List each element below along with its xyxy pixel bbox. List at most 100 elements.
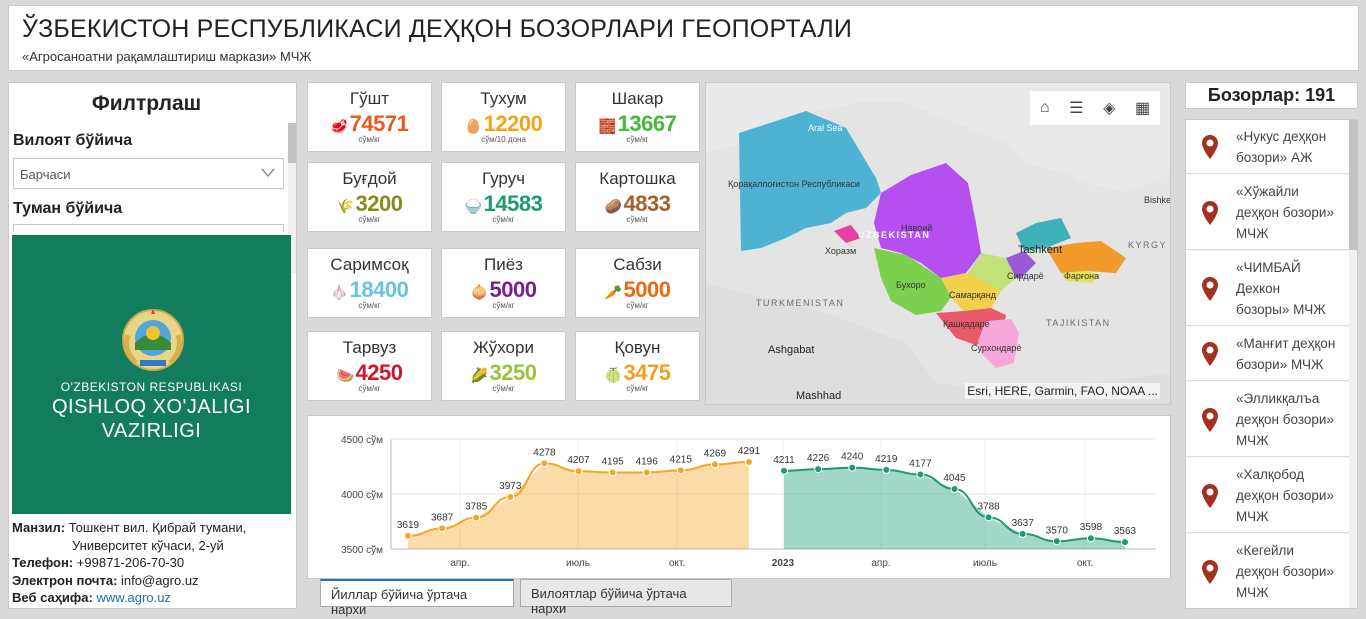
chevron-down-icon (261, 169, 275, 177)
address-label: Манзил: (12, 520, 66, 535)
chart-y-tick-label: 4000 сўм (341, 489, 383, 501)
district-select[interactable] (13, 224, 284, 232)
tab-regional-average[interactable]: Вилоятлар бўйича ўртача нархи (520, 579, 732, 616)
chart-x-tick-label: окт. (1077, 558, 1093, 569)
chart-x-tick-label: окт. (669, 558, 685, 569)
contact-info: Манзил: Тошкент вил. Қибрай тумани, Унив… (12, 519, 294, 607)
market-list-item[interactable]: «Нукус деҳқон бозори» АЖ (1186, 120, 1349, 174)
product-name: Саримсоқ (330, 255, 409, 274)
chart-data-label: 3563 (1114, 526, 1137, 537)
price-card[interactable]: Жўхори 🌽3250 сўм/кг (441, 331, 566, 401)
tab-yearly-average[interactable]: Йиллар бўйича ўртача нархи (320, 579, 514, 617)
district-filter-label: Туман бўйича (13, 200, 123, 217)
chart-data-label: 4240 (841, 452, 864, 463)
product-price: 🌽3250 (442, 360, 565, 386)
price-card[interactable]: Саримсоқ 🧄18400 сўм/кг (307, 248, 432, 318)
map-label-buxoro: Бухоро (896, 280, 926, 290)
product-price-value: 5000 (623, 277, 671, 302)
market-list-item[interactable]: «Кегейли деҳқон бозори» МЧЖ (1186, 534, 1349, 608)
market-name-line2: деҳқон бозори» (1236, 564, 1334, 579)
chart-point (438, 524, 447, 533)
market-name-line1: «Кегейли (1236, 543, 1294, 558)
region-filter-label: Вилоят бўйича (13, 132, 133, 149)
price-card[interactable]: Тарвуз 🍉4250 сўм/кг (307, 331, 432, 401)
region-xorazm (834, 225, 861, 243)
price-card[interactable]: Гўшт 🥩74571 сўм/кг (307, 82, 432, 152)
address-value: Тошкент вил. Қибрай тумани, (68, 520, 247, 535)
chart-data-label: 3973 (499, 481, 522, 492)
map-pin-icon (1202, 200, 1218, 225)
price-card[interactable]: Буғдой 🌾3200 сўм/кг (307, 162, 432, 232)
chart-point (1121, 538, 1129, 547)
chart-data-label: 4219 (875, 454, 898, 465)
product-price-value: 4833 (623, 191, 671, 216)
chart-point (1018, 529, 1027, 538)
product-unit: сўм/10 дона (481, 135, 526, 144)
map-pin-icon (1202, 342, 1218, 366)
chart-data-label: 3598 (1080, 522, 1103, 533)
chart-data-label: 3637 (1012, 518, 1035, 529)
uzbekistan-emblem-icon (122, 309, 184, 371)
product-icon: 🧅 (470, 284, 488, 300)
chart-data-label: 3687 (431, 512, 454, 523)
markets-scrollbar[interactable] (1349, 120, 1357, 608)
price-card[interactable]: Сабзи 🥕5000 сўм/кг (575, 248, 700, 318)
home-icon[interactable]: ⌂ (1039, 99, 1050, 116)
region-fergana (1046, 241, 1126, 273)
price-card[interactable]: Тухум 🥚12200 сўм/10 дона (441, 82, 566, 152)
market-map[interactable]: UZBEKISTAN TURKMENISTAN TAJIKISTAN KYRGY… (705, 82, 1171, 405)
filter-scrollbar[interactable] (288, 123, 296, 273)
product-name: Гуруч (482, 169, 525, 188)
region-buxoro (874, 248, 954, 315)
product-price-value: 3475 (623, 360, 671, 385)
product-price-value: 3250 (489, 360, 537, 385)
chart-point (676, 466, 685, 475)
product-price: 🍉4250 (308, 360, 431, 386)
phone-value: +99871-206-70-30 (76, 555, 185, 570)
product-price: 🍈3475 (576, 360, 699, 386)
region-select[interactable]: Барчаси (13, 158, 284, 189)
map-label-fergana: Фарғона (1064, 271, 1100, 281)
product-price: 🥕5000 (576, 277, 699, 303)
product-icon: 🍚 (464, 198, 482, 214)
chart-point (472, 513, 481, 522)
market-list-item[interactable]: «Манғит деҳқон бозори» МЧЖ (1186, 327, 1349, 381)
page-header: ЎЗБЕКИСТОН РЕСПУБЛИКАСИ ДЕҲҚОН БОЗОРЛАРИ… (8, 5, 1359, 71)
chart-point (916, 470, 925, 479)
product-icon: 🌽 (470, 367, 488, 383)
product-icon: 🍉 (336, 367, 354, 383)
product-price-value: 74571 (349, 111, 409, 136)
price-card[interactable]: Пиёз 🧅5000 сўм/кг (441, 248, 566, 318)
country-label-kyrgyzstan: KYRGY (1128, 240, 1168, 250)
logo-line1: O'ZBEKISTON RESPUBLIKASI (60, 380, 243, 394)
price-card[interactable]: Шакар 🧱13667 сўм/кг (575, 82, 700, 152)
product-price-value: 18400 (349, 277, 409, 302)
logo-line3: VAZIRLIGI (101, 420, 202, 442)
qr-code-icon[interactable]: ▦ (1135, 100, 1151, 117)
chart-x-tick-label: апр. (871, 558, 890, 569)
chart-data-label: 4045 (943, 473, 966, 484)
product-price-value: 3200 (355, 191, 403, 216)
price-chart-svg: 4500 сўм 4000 сўм 3500 сўм апр. июль окт. 2023… (341, 434, 1156, 569)
map-label-aral-sea: Aral Sea (808, 123, 843, 133)
market-list-item[interactable]: «Элликқалъа деҳқон бозори» МЧЖ (1186, 382, 1349, 457)
market-list-item[interactable]: «ЧИМБАЙ Дехкон бозоры» МЧЖ (1186, 251, 1349, 326)
web-link[interactable]: www.agro.uz (96, 590, 171, 605)
region-samarqand (941, 273, 1001, 311)
product-unit: сўм/кг (358, 384, 381, 393)
market-list-item[interactable]: «Хўжайли деҳқон бозори» МЧЖ (1186, 175, 1349, 250)
product-price-value: 14583 (483, 191, 543, 216)
product-price: 🧅5000 (442, 277, 565, 303)
region-sirdaryo (1006, 251, 1036, 278)
chart-x-tick-label: апр. (450, 558, 469, 569)
price-card[interactable]: Картошка 🥔4833 сўм/кг (575, 162, 700, 232)
market-name-line1: «ЧИМБАЙ (1236, 260, 1301, 275)
market-list-item[interactable]: «Халқобод деҳқон бозори» МЧЖ (1186, 458, 1349, 533)
region-andijan (1061, 271, 1101, 283)
chart-point (984, 513, 993, 522)
product-name: Сабзи (613, 255, 662, 274)
price-card[interactable]: Қовун 🍈3475 сўм/кг (575, 331, 700, 401)
legend-list-icon[interactable]: ☰ (1069, 100, 1084, 117)
layers-icon[interactable]: ◈ (1103, 100, 1116, 117)
price-card[interactable]: Гуруч 🍚14583 сўм/кг (441, 162, 566, 232)
